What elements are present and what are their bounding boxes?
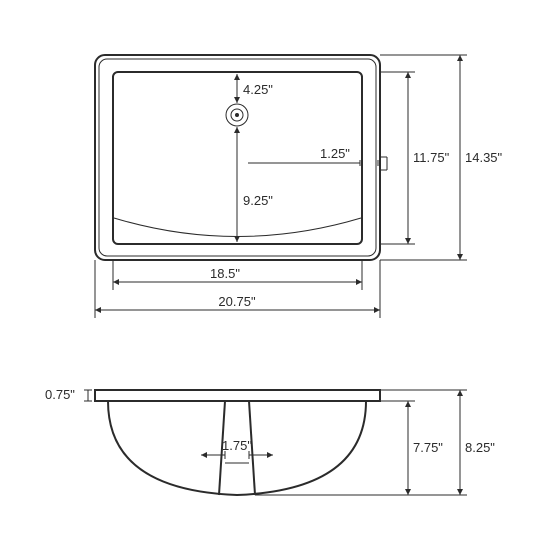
dim-total-depth: 8.25" xyxy=(465,440,495,455)
dim-rim-thickness: 0.75" xyxy=(45,387,75,402)
dim-bowl-depth: 7.75" xyxy=(413,440,443,455)
top-view: 4.25" 9.25" 1.25" 18.5" 20.75" 11.75" 14 xyxy=(95,55,503,318)
dim-inner-width: 18.5" xyxy=(210,266,240,281)
drain-icon xyxy=(226,104,248,126)
side-view: 0.75" 1.75" 7.75" 8.25" xyxy=(45,387,495,495)
dim-outer-width: 20.75" xyxy=(218,294,256,309)
dim-drain-side: 1.25" xyxy=(320,146,350,161)
dim-inner-height: 11.75" xyxy=(413,150,450,165)
dimension-drawing: 4.25" 9.25" 1.25" 18.5" 20.75" 11.75" 14 xyxy=(0,0,550,550)
dim-drain-top: 4.25" xyxy=(243,82,273,97)
dim-drain-bottom: 9.25" xyxy=(243,193,273,208)
dim-outer-height: 14.35" xyxy=(465,150,503,165)
dim-drain-width: 1.75" xyxy=(222,438,252,453)
